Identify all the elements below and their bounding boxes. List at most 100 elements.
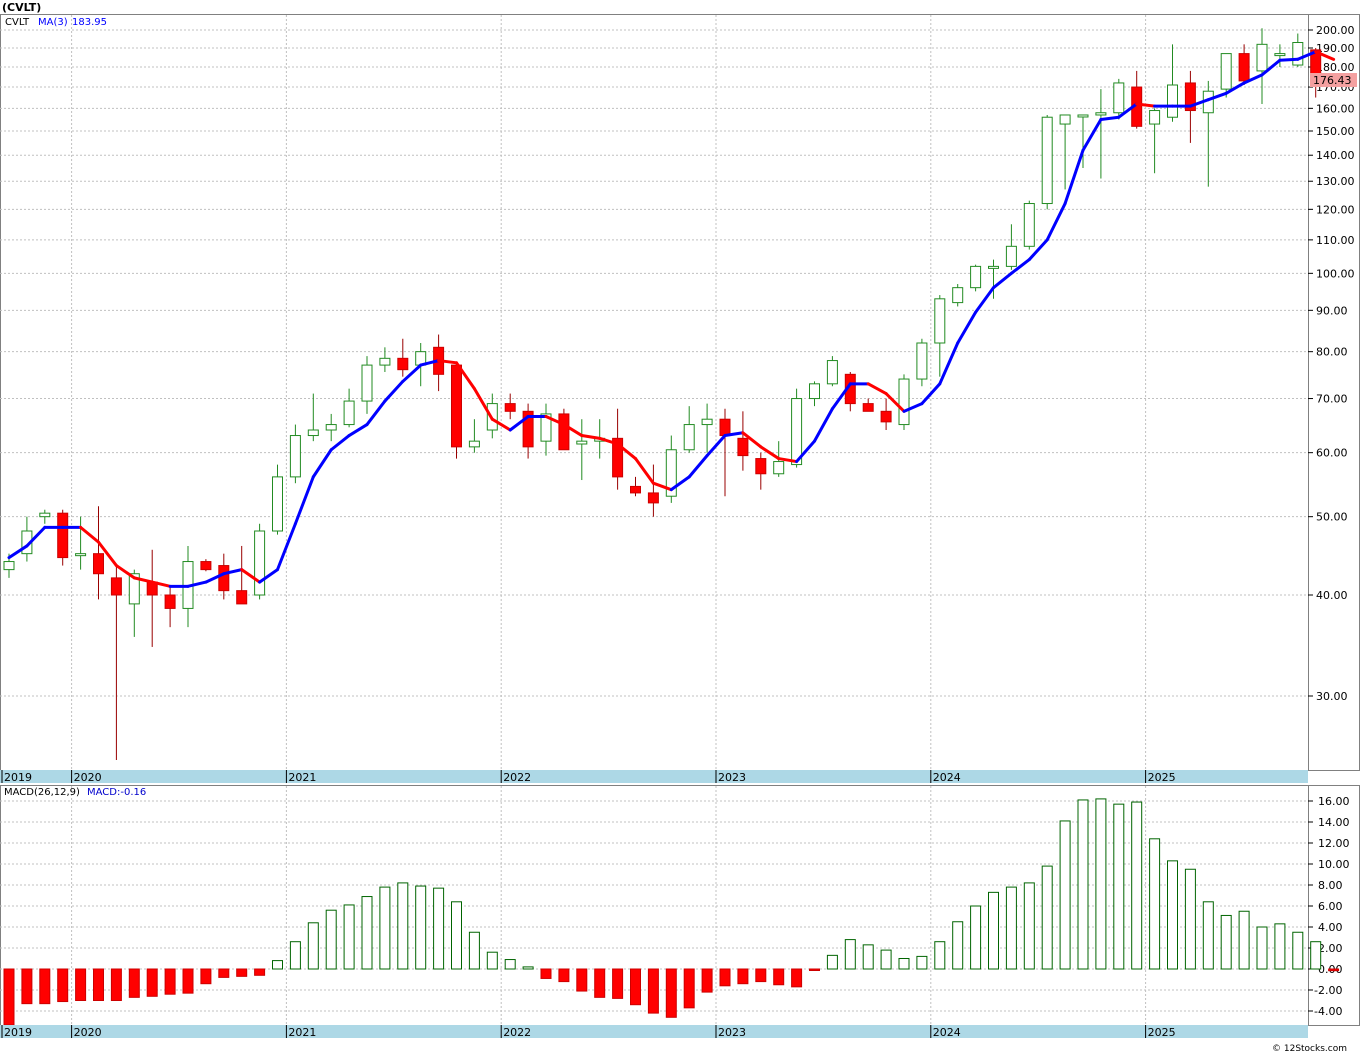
candle-body-down xyxy=(1238,53,1250,82)
candle-body-down xyxy=(110,577,122,596)
candle-body-up xyxy=(307,429,319,437)
macd-tick-label: 14.00 xyxy=(1318,816,1350,829)
macd-bar-positive xyxy=(1202,901,1214,970)
last-price-value: 176.43 xyxy=(1313,74,1352,87)
ma-segment xyxy=(365,399,387,427)
macd-bar-positive xyxy=(1149,838,1161,970)
macd-bar-positive xyxy=(880,949,892,970)
macd-tick-label: 12.00 xyxy=(1318,837,1350,850)
macd-bar-positive xyxy=(325,909,337,970)
price-tick-label: 70.00 xyxy=(1316,393,1348,406)
macd-value: MACD:-0.16 xyxy=(87,787,146,798)
candle-body-up xyxy=(3,561,15,571)
macd-bar-negative xyxy=(630,968,641,1006)
ma-segment xyxy=(97,540,118,568)
ma-segment xyxy=(1296,50,1318,61)
ma-segment xyxy=(562,423,584,438)
candle-body-down xyxy=(558,413,570,451)
ma-segment xyxy=(383,379,405,403)
price-tick-label: 190.00 xyxy=(1316,42,1355,55)
ma-segment xyxy=(490,417,512,432)
macd-bar-positive xyxy=(952,921,964,970)
macd-year-band xyxy=(0,1025,1308,1038)
macd-bar-negative xyxy=(200,968,212,985)
ma-segment xyxy=(723,431,745,438)
price-year-label: 2023 xyxy=(718,771,746,784)
macd-bar-positive xyxy=(1274,923,1286,970)
ma-segment xyxy=(651,481,673,492)
candle-body-up xyxy=(970,265,982,289)
ma-segment xyxy=(114,564,136,580)
chart-title: (CVLT) xyxy=(2,1,41,14)
price-y-axis-ticks: 30.00 40.00 50.00 60.00 70.00 80.00 90.00 100.0… xyxy=(1308,24,1355,703)
macd-bar-positive xyxy=(307,922,319,970)
macd-bar-positive xyxy=(1059,820,1071,970)
ma-segment xyxy=(795,439,816,464)
ma-segment xyxy=(1081,117,1103,152)
macd-bar-negative xyxy=(21,968,33,1005)
candle-body-up xyxy=(325,424,337,431)
macd-bar-positive xyxy=(272,960,283,970)
macd-bar-positive xyxy=(468,931,480,970)
ma-segment xyxy=(1063,148,1085,206)
macd-bar-negative xyxy=(647,968,659,1014)
macd-bar-negative xyxy=(773,968,785,986)
ma-segment xyxy=(777,457,799,464)
ma-segment xyxy=(401,363,423,383)
price-tick-label: 160.00 xyxy=(1316,102,1355,115)
ma-segment xyxy=(1027,238,1049,262)
macd-bar-negative xyxy=(1328,968,1340,972)
legend-ma-label: MA(3) xyxy=(38,17,68,28)
macd-bar-positive xyxy=(504,959,516,970)
candle-body-down xyxy=(397,357,409,371)
price-year-label: 2021 xyxy=(288,771,316,784)
candle-body-down xyxy=(737,437,749,457)
price-year-label: 2020 xyxy=(74,771,102,784)
ma-segment xyxy=(150,580,172,588)
macd-bar-negative xyxy=(809,968,820,971)
ma-segment xyxy=(1206,91,1228,102)
ma-segment xyxy=(204,572,226,584)
macd-bar-positive xyxy=(379,886,391,970)
macd-bar-negative xyxy=(737,968,749,985)
macd-bar-negative xyxy=(755,968,767,983)
price-tick-label: 180.00 xyxy=(1316,61,1355,74)
candle-body-up xyxy=(1167,84,1178,118)
macd-bar-negative xyxy=(701,968,713,993)
last-price-badge xyxy=(1310,73,1357,87)
candle-body-up xyxy=(1274,53,1286,57)
price-tick-label: 100.00 xyxy=(1316,267,1355,280)
ma-segment xyxy=(1117,102,1139,119)
macd-tick-label: 6.00 xyxy=(1318,900,1343,913)
price-year-label: 2024 xyxy=(933,771,961,784)
macd-bar-positive xyxy=(289,941,301,970)
price-gridlines xyxy=(0,29,1308,697)
macd-bar-positive xyxy=(934,941,946,970)
macd-bar-positive xyxy=(844,939,856,970)
ma-segment xyxy=(974,286,995,314)
ma-segment xyxy=(598,436,620,446)
candle-body-up xyxy=(576,440,588,445)
ma-segment xyxy=(544,415,566,427)
ma-segment xyxy=(276,522,297,572)
candle-body-down xyxy=(755,458,767,475)
candle-body-up xyxy=(934,298,946,344)
ma-segment xyxy=(866,382,888,396)
ma-segment xyxy=(25,525,47,548)
macd-bar-negative xyxy=(164,968,176,995)
candle-body-up xyxy=(254,530,266,596)
price-tick-label: 90.00 xyxy=(1316,304,1348,317)
ma-segment xyxy=(186,580,208,588)
macd-bar-positive xyxy=(1131,801,1143,970)
legend-ma-value: 183.95 xyxy=(72,17,107,28)
footer-credit: © 12Stocks.com xyxy=(1272,1044,1347,1054)
ma-segment xyxy=(992,271,1013,290)
candle-body-down xyxy=(57,512,69,559)
ma-segment xyxy=(1045,202,1067,242)
ma-segment xyxy=(705,434,727,458)
price-tick-label: 50.00 xyxy=(1316,511,1348,524)
macd-bar-negative xyxy=(146,968,158,997)
macd-tick-label: -4.00 xyxy=(1314,1005,1342,1018)
candle-body-up xyxy=(683,424,695,451)
